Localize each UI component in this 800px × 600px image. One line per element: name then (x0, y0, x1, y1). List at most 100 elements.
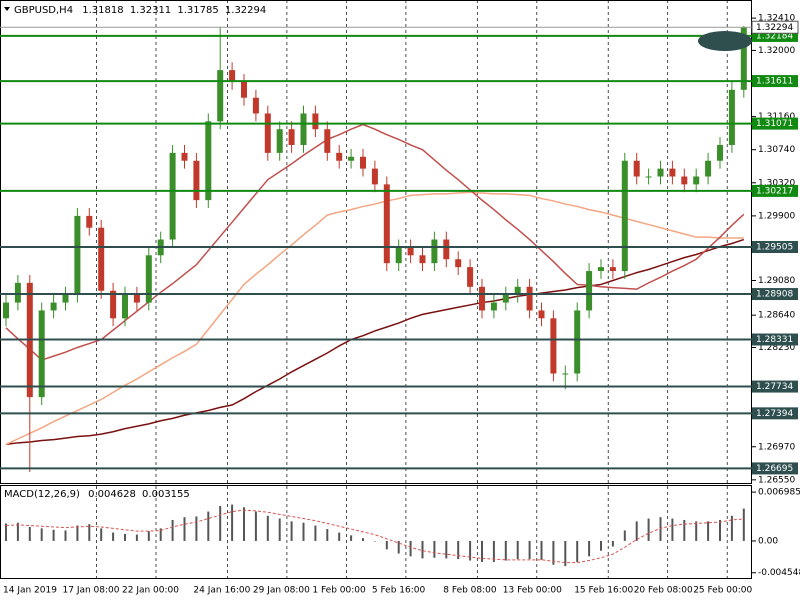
macd-bar (373, 540, 376, 542)
macd-bar (409, 540, 412, 557)
candle-body (728, 89, 735, 145)
x-tick-label: 8 Feb 08:00 (443, 586, 497, 596)
macd-bar (385, 540, 388, 550)
macd-bar (469, 540, 472, 561)
macd-bar (243, 507, 245, 541)
candle-body (14, 282, 21, 303)
candle-body (3, 302, 9, 319)
macd-bar (219, 505, 222, 541)
macd-bar (350, 535, 353, 541)
macd-bar (362, 538, 364, 541)
y-tick-label: 0.00 (758, 536, 778, 546)
macd-bar (576, 540, 579, 562)
level-label: 1.28331 (756, 335, 793, 345)
macd-bar (457, 540, 460, 560)
macd-bar (338, 532, 341, 541)
macd-bar (254, 511, 257, 541)
y-tick-label: 1.29900 (758, 211, 795, 221)
macd-bar (516, 540, 519, 560)
macd-bar (445, 540, 448, 559)
candle-body (681, 176, 688, 185)
x-tick-label: 29 Jan 08:00 (253, 586, 310, 596)
y-tick-label: 1.28640 (758, 311, 795, 321)
candle-body (74, 215, 81, 295)
menu-triangle[interactable] (4, 7, 10, 11)
x-tick-label: 17 Jan 08:00 (63, 586, 120, 596)
macd-bar (171, 519, 174, 541)
candle-body (133, 294, 140, 303)
level-tag (752, 333, 798, 346)
candle-body (419, 255, 426, 264)
candle-body (145, 255, 152, 303)
macd-header: MACD(12,26,9) 0.004628 0.003155 (4, 489, 190, 500)
x-tick-label: 24 Jan 16:00 (193, 586, 250, 596)
candle-body (431, 239, 438, 264)
candle-body (122, 294, 128, 319)
macd-bar (540, 540, 543, 560)
candle-body (669, 168, 676, 177)
macd-bar (290, 521, 293, 541)
y-tick-label: 1.30320 (758, 178, 795, 188)
x-tick-label: 13 Feb 00:00 (503, 586, 562, 596)
candle-body (657, 168, 664, 177)
macd-bar (421, 540, 424, 559)
x-tick-label: 22 Jan 00:00 (122, 586, 179, 596)
macd-bar (659, 517, 662, 541)
candle-body (598, 267, 604, 272)
macd-title: MACD(12,26,9) (4, 489, 80, 500)
macd-bar (528, 540, 531, 560)
level-label: 1.31071 (756, 119, 793, 129)
level-tag (752, 241, 798, 254)
moving-average (5, 123, 745, 361)
macd-bar (742, 508, 745, 541)
y-tick-label: 0.006985 (758, 488, 800, 498)
candle-body (490, 302, 497, 311)
level-label: 1.28908 (756, 290, 793, 300)
x-tick-label: 5 Feb 16:00 (372, 586, 426, 596)
x-tick-label: 14 Jan 2019 (3, 586, 57, 596)
macd-bar (112, 532, 115, 541)
y-tick-label: 1.30740 (758, 145, 795, 155)
macd-bar (326, 529, 329, 541)
chart-header: GBPUSD,H4 1.31818 1.32311 1.31785 1.3229… (14, 5, 266, 16)
macd-bar (683, 519, 686, 541)
macd-bar (195, 516, 198, 541)
level-tag (752, 407, 798, 420)
macd-bar (302, 522, 305, 541)
y-tick-label: 1.28230 (758, 343, 795, 353)
symbol: GBPUSD,H4 (14, 5, 73, 16)
moving-average (5, 238, 745, 446)
macd-bar (564, 540, 567, 567)
candle-body (110, 290, 117, 319)
macd-bar (266, 515, 269, 541)
candle-body (205, 121, 212, 201)
macd-bar (124, 533, 126, 541)
candle-body (574, 310, 581, 374)
y-tick-label: 1.26550 (758, 475, 795, 485)
moving-average (5, 191, 744, 446)
macd-bar (481, 540, 483, 562)
y-tick-label: 1.26970 (758, 442, 795, 452)
y-tick-label: 1.29080 (758, 276, 795, 286)
macd-bar (588, 540, 591, 557)
candle-body (443, 239, 450, 260)
candle-body (252, 97, 259, 114)
signal-line (5, 509, 744, 564)
y-tick-label: 1.32000 (758, 46, 795, 56)
candle-body (395, 247, 402, 264)
x-tick-label: 1 Feb 00:00 (312, 586, 366, 596)
macd-bar (207, 511, 210, 541)
candle-body (193, 160, 200, 201)
macd-bar (671, 518, 674, 541)
macd-pane (0, 485, 752, 579)
candle-body (371, 168, 378, 185)
candle-body (241, 81, 247, 98)
candle-body (324, 129, 331, 153)
macd-bar (719, 519, 721, 541)
level-label: 1.26695 (756, 464, 793, 474)
level-label: 1.27734 (756, 382, 793, 392)
candle-body (621, 160, 628, 272)
macd-bar (64, 530, 67, 541)
